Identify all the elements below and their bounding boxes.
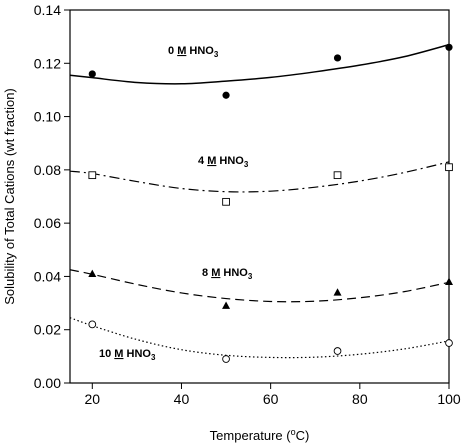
tick-labels: 20 40 60 80 1000.000.020.040.060.080.100.120… [34, 2, 461, 407]
series-label: 10 M HNO3 [99, 348, 156, 362]
x-tick-label: 100 [437, 391, 461, 407]
series-label: 8 M HNO3 [202, 267, 253, 281]
series-label-acid: HNO [220, 267, 248, 279]
data-point [222, 355, 230, 363]
x-axis-title-main: Temperature ( [210, 428, 292, 443]
series-label-molar: M [207, 155, 216, 167]
series-label-molar: M [177, 45, 186, 57]
y-tick-label: 0.10 [34, 109, 61, 125]
series-label-subscript: 3 [214, 50, 219, 59]
y-tick-label: 0.14 [34, 2, 61, 18]
series-label-acid: HNO [216, 155, 244, 167]
data-point [333, 54, 342, 62]
y-tick-label: 0.12 [34, 55, 61, 71]
series-label-molar: M [211, 267, 220, 279]
x-tick-label: 20 [85, 391, 101, 407]
plot-frame [69, 9, 450, 384]
data-point [88, 269, 97, 277]
y-tick-label: 0.04 [34, 268, 61, 284]
data-point [222, 197, 230, 206]
x-tick-label: 80 [352, 391, 368, 407]
axis-ticks [64, 9, 450, 389]
x-axis-title: Temperature (oC) [210, 427, 310, 443]
y-tick-label: 0.06 [34, 215, 61, 231]
series-label: 4 M HNO3 [198, 155, 249, 169]
fit-line [69, 43, 450, 85]
data-point [333, 288, 342, 296]
data-point [333, 347, 342, 355]
data-point [88, 70, 96, 78]
data-point [222, 301, 231, 309]
series-label-number: 10 [99, 348, 114, 360]
series-label-acid: HNO [186, 45, 214, 57]
series-label-subscript: 3 [248, 272, 253, 281]
data-point [445, 163, 453, 172]
x-axis-title-degree: o [291, 427, 296, 437]
data-point [445, 43, 453, 51]
series-label-subscript: 3 [151, 353, 156, 362]
series-label: 0 M HNO3 [168, 45, 219, 59]
data-point [445, 339, 453, 347]
fit-line [69, 269, 450, 303]
series-label-molar: M [114, 348, 123, 360]
x-tick-label: 40 [174, 391, 190, 407]
x-tick-label: 60 [263, 391, 279, 407]
y-tick-label: 0.08 [34, 162, 61, 178]
series-label-number: 0 [168, 45, 177, 57]
fit-line [69, 161, 450, 193]
fit-line [69, 317, 450, 359]
data-point [88, 171, 97, 180]
y-tick-label: 0.00 [34, 375, 61, 391]
data-point [222, 91, 230, 99]
x-axis-title-unit: C) [296, 428, 310, 443]
series-label-number: 8 [202, 267, 211, 279]
y-tick-label: 0.02 [34, 322, 61, 338]
y-axis-title: Solubility of Total Cations (wt fraction… [2, 88, 17, 305]
fit-lines [69, 43, 450, 359]
series-label-acid: HNO [123, 348, 151, 360]
data-point [333, 171, 342, 180]
series-label-number: 4 [198, 155, 207, 167]
series-label-subscript: 3 [244, 160, 249, 169]
data-points [88, 43, 453, 363]
data-point [445, 277, 453, 285]
data-point [88, 320, 97, 329]
